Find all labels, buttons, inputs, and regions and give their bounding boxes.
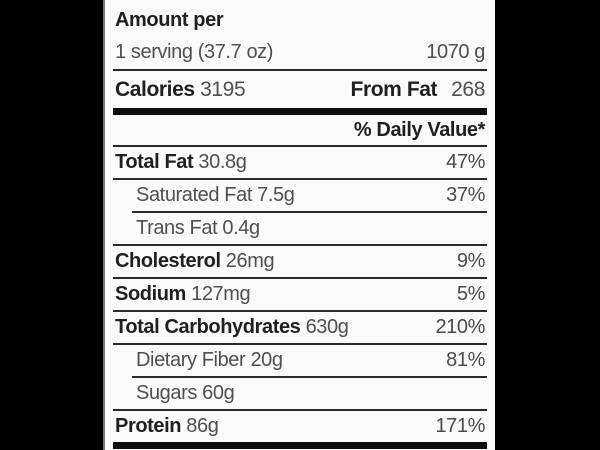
nutrient-percent: 171% — [435, 415, 485, 437]
divider — [113, 310, 487, 312]
nutrient-row-protein: Protein 86g 171% — [113, 411, 487, 442]
divider-indented — [132, 211, 487, 213]
from-fat-value: 268 — [451, 77, 485, 101]
divider — [113, 145, 487, 147]
nutrition-facts-label: Amount per 1 serving (37.7 oz) 1070 g Ca… — [103, 0, 495, 450]
nutrient-percent: 5% — [456, 283, 486, 305]
calories-value: 3195 — [200, 77, 246, 101]
nutrient-name: Dietary Fiber — [136, 349, 246, 371]
nutrient-name: Protein — [115, 415, 182, 437]
nutrient-name-amount: Sugars 60g — [115, 382, 235, 405]
nutrient-name-amount: Saturated Fat 7.5g — [115, 184, 295, 207]
from-fat-label: From Fat — [350, 77, 438, 101]
divider — [113, 244, 487, 246]
serving-row: 1 serving (37.7 oz) 1070 g — [113, 36, 487, 69]
calories-row: Calories 3195 From Fat 268 — [113, 71, 487, 108]
nutrient-name: Trans Fat — [136, 217, 218, 239]
serving-weight: 1070 g — [426, 41, 485, 63]
nutrient-amount: 20g — [250, 349, 283, 371]
nutrient-percent: 47% — [446, 151, 485, 173]
letterbox-right — [495, 0, 600, 450]
nutrient-row-total-fat: Total Fat 30.8g 47% — [113, 147, 487, 178]
nutrient-amount: 30.8g — [198, 151, 247, 173]
serving-size-text: 1 serving (37.7 oz) — [115, 41, 274, 63]
nutrient-amount: 127mg — [191, 283, 251, 305]
nutrient-row-total-carbohydrates: Total Carbohydrates 630g 210% — [113, 312, 487, 343]
nutrient-name-amount: Protein 86g — [115, 415, 219, 438]
nutrient-amount: 630g — [305, 316, 349, 338]
letterbox-left — [0, 0, 103, 450]
divider — [113, 409, 487, 411]
nutrient-name-amount: Dietary Fiber 20g — [115, 349, 283, 372]
nutrient-amount: 26mg — [225, 250, 275, 272]
nutrient-amount: 86g — [186, 415, 219, 437]
amount-per-label: Amount per — [115, 9, 224, 31]
nutrient-name-amount: Cholesterol 26mg — [115, 250, 275, 273]
nutrient-row-trans-fat: Trans Fat 0.4g — [113, 213, 487, 244]
calories-label: Calories — [115, 77, 195, 101]
nutrient-row-sugars: Sugars 60g — [113, 378, 487, 409]
nutrient-row-saturated-fat: Saturated Fat 7.5g 37% — [113, 180, 487, 211]
nutrient-name-amount: Sodium 127mg — [115, 283, 251, 306]
nutrient-row-dietary-fiber: Dietary Fiber 20g 81% — [113, 345, 487, 376]
nutrient-amount: 7.5g — [257, 184, 295, 206]
nutrient-percent: 81% — [446, 349, 485, 371]
nutrient-amount: 60g — [202, 382, 235, 404]
divider — [113, 277, 487, 279]
nutrient-name-amount: Total Fat 30.8g — [115, 151, 247, 174]
nutrient-percent: 210% — [435, 316, 485, 338]
nutrient-row-cholesterol: Cholesterol 26mg 9% — [113, 246, 487, 277]
calories-group: Calories 3195 — [115, 77, 246, 102]
daily-value-header: % Daily Value* — [353, 118, 486, 141]
divider-indented — [132, 376, 487, 378]
divider — [113, 69, 487, 71]
nutrient-name: Sugars — [136, 382, 197, 404]
nutrient-name-amount: Trans Fat 0.4g — [115, 217, 260, 240]
amount-per-header: Amount per — [113, 5, 487, 36]
nutrient-name-amount: Total Carbohydrates 630g — [115, 316, 349, 339]
nutrient-name: Cholesterol — [115, 250, 221, 272]
nutrient-percent: 9% — [456, 250, 486, 272]
thick-separator-bottom — [113, 442, 487, 449]
divider — [113, 178, 487, 180]
nutrient-name: Total Fat — [115, 151, 194, 173]
daily-value-header-row: % Daily Value* — [113, 115, 487, 145]
divider — [113, 343, 487, 345]
thick-separator-top — [113, 108, 487, 115]
nutrient-percent: 37% — [446, 184, 485, 206]
from-fat-group: From Fat 268 — [350, 77, 486, 102]
nutrient-name: Saturated Fat — [136, 184, 252, 206]
nutrient-amount: 0.4g — [222, 217, 260, 239]
nutrient-name: Total Carbohydrates — [115, 316, 301, 338]
nutrient-row-sodium: Sodium 127mg 5% — [113, 279, 487, 310]
nutrient-name: Sodium — [115, 283, 186, 305]
